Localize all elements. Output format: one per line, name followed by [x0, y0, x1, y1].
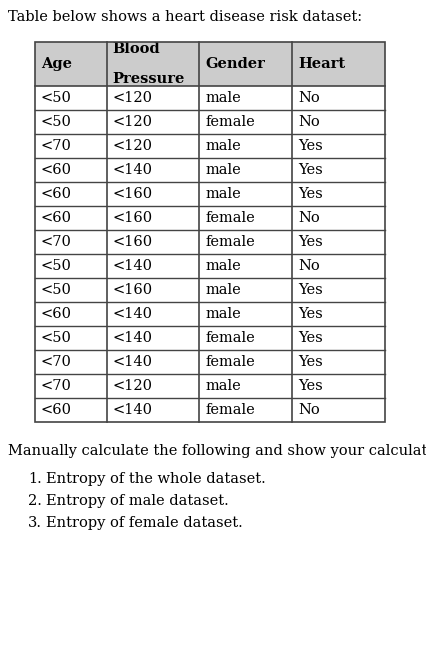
Text: Yes: Yes [297, 355, 322, 369]
Text: male: male [205, 307, 241, 321]
Text: male: male [205, 91, 241, 105]
Bar [35, 42, 384, 86]
Text: <70: <70 [41, 355, 72, 369]
Text: No: No [297, 211, 319, 225]
Text: <160: <160 [112, 283, 153, 297]
Text: <60: <60 [41, 163, 72, 177]
Text: 1.: 1. [28, 472, 42, 486]
Text: male: male [205, 139, 241, 153]
Text: Blood: Blood [112, 42, 160, 56]
Text: Heart: Heart [297, 57, 345, 71]
Text: <50: <50 [41, 259, 72, 273]
Text: <50: <50 [41, 331, 72, 345]
Text: female: female [205, 235, 255, 249]
Text: <120: <120 [112, 379, 153, 393]
Text: female: female [205, 355, 255, 369]
Text: 3.: 3. [28, 516, 42, 530]
Text: <70: <70 [41, 379, 72, 393]
Text: <140: <140 [112, 355, 153, 369]
Text: male: male [205, 283, 241, 297]
Text: Manually calculate the following and show your calculation:: Manually calculate the following and sho… [8, 444, 426, 458]
Text: female: female [205, 331, 255, 345]
Text: No: No [297, 403, 319, 417]
Text: male: male [205, 379, 241, 393]
Text: Gender: Gender [205, 57, 265, 71]
Text: <120: <120 [112, 139, 153, 153]
Text: Yes: Yes [297, 379, 322, 393]
Text: female: female [205, 403, 255, 417]
Text: Table below shows a heart disease risk dataset:: Table below shows a heart disease risk d… [8, 10, 361, 24]
Bar [35, 42, 384, 422]
Text: <120: <120 [112, 115, 153, 129]
Text: <140: <140 [112, 403, 153, 417]
Text: <60: <60 [41, 403, 72, 417]
Text: Yes: Yes [297, 163, 322, 177]
Text: male: male [205, 259, 241, 273]
Text: <70: <70 [41, 139, 72, 153]
Text: <60: <60 [41, 187, 72, 201]
Text: <70: <70 [41, 235, 72, 249]
Text: Yes: Yes [297, 187, 322, 201]
Text: <120: <120 [112, 91, 153, 105]
Text: <160: <160 [112, 187, 153, 201]
Text: <50: <50 [41, 115, 72, 129]
Text: male: male [205, 187, 241, 201]
Text: <60: <60 [41, 211, 72, 225]
Text: Entropy of the whole dataset.: Entropy of the whole dataset. [46, 472, 265, 486]
Text: female: female [205, 211, 255, 225]
Text: male: male [205, 163, 241, 177]
Text: <140: <140 [112, 331, 153, 345]
Text: female: female [205, 115, 255, 129]
Text: Yes: Yes [297, 283, 322, 297]
Text: No: No [297, 115, 319, 129]
Text: Yes: Yes [297, 235, 322, 249]
Text: No: No [297, 259, 319, 273]
Text: <140: <140 [112, 307, 153, 321]
Text: <160: <160 [112, 235, 153, 249]
Text: Yes: Yes [297, 331, 322, 345]
Text: 2.: 2. [28, 494, 42, 508]
Text: <60: <60 [41, 307, 72, 321]
Text: Pressure: Pressure [112, 72, 184, 86]
Text: <50: <50 [41, 91, 72, 105]
Text: No: No [297, 91, 319, 105]
Text: <140: <140 [112, 163, 153, 177]
Text: Entropy of female dataset.: Entropy of female dataset. [46, 516, 242, 530]
Text: <50: <50 [41, 283, 72, 297]
Text: Yes: Yes [297, 139, 322, 153]
Text: <160: <160 [112, 211, 153, 225]
Text: <140: <140 [112, 259, 153, 273]
Text: Entropy of male dataset.: Entropy of male dataset. [46, 494, 228, 508]
Text: Age: Age [41, 57, 72, 71]
Text: Yes: Yes [297, 307, 322, 321]
